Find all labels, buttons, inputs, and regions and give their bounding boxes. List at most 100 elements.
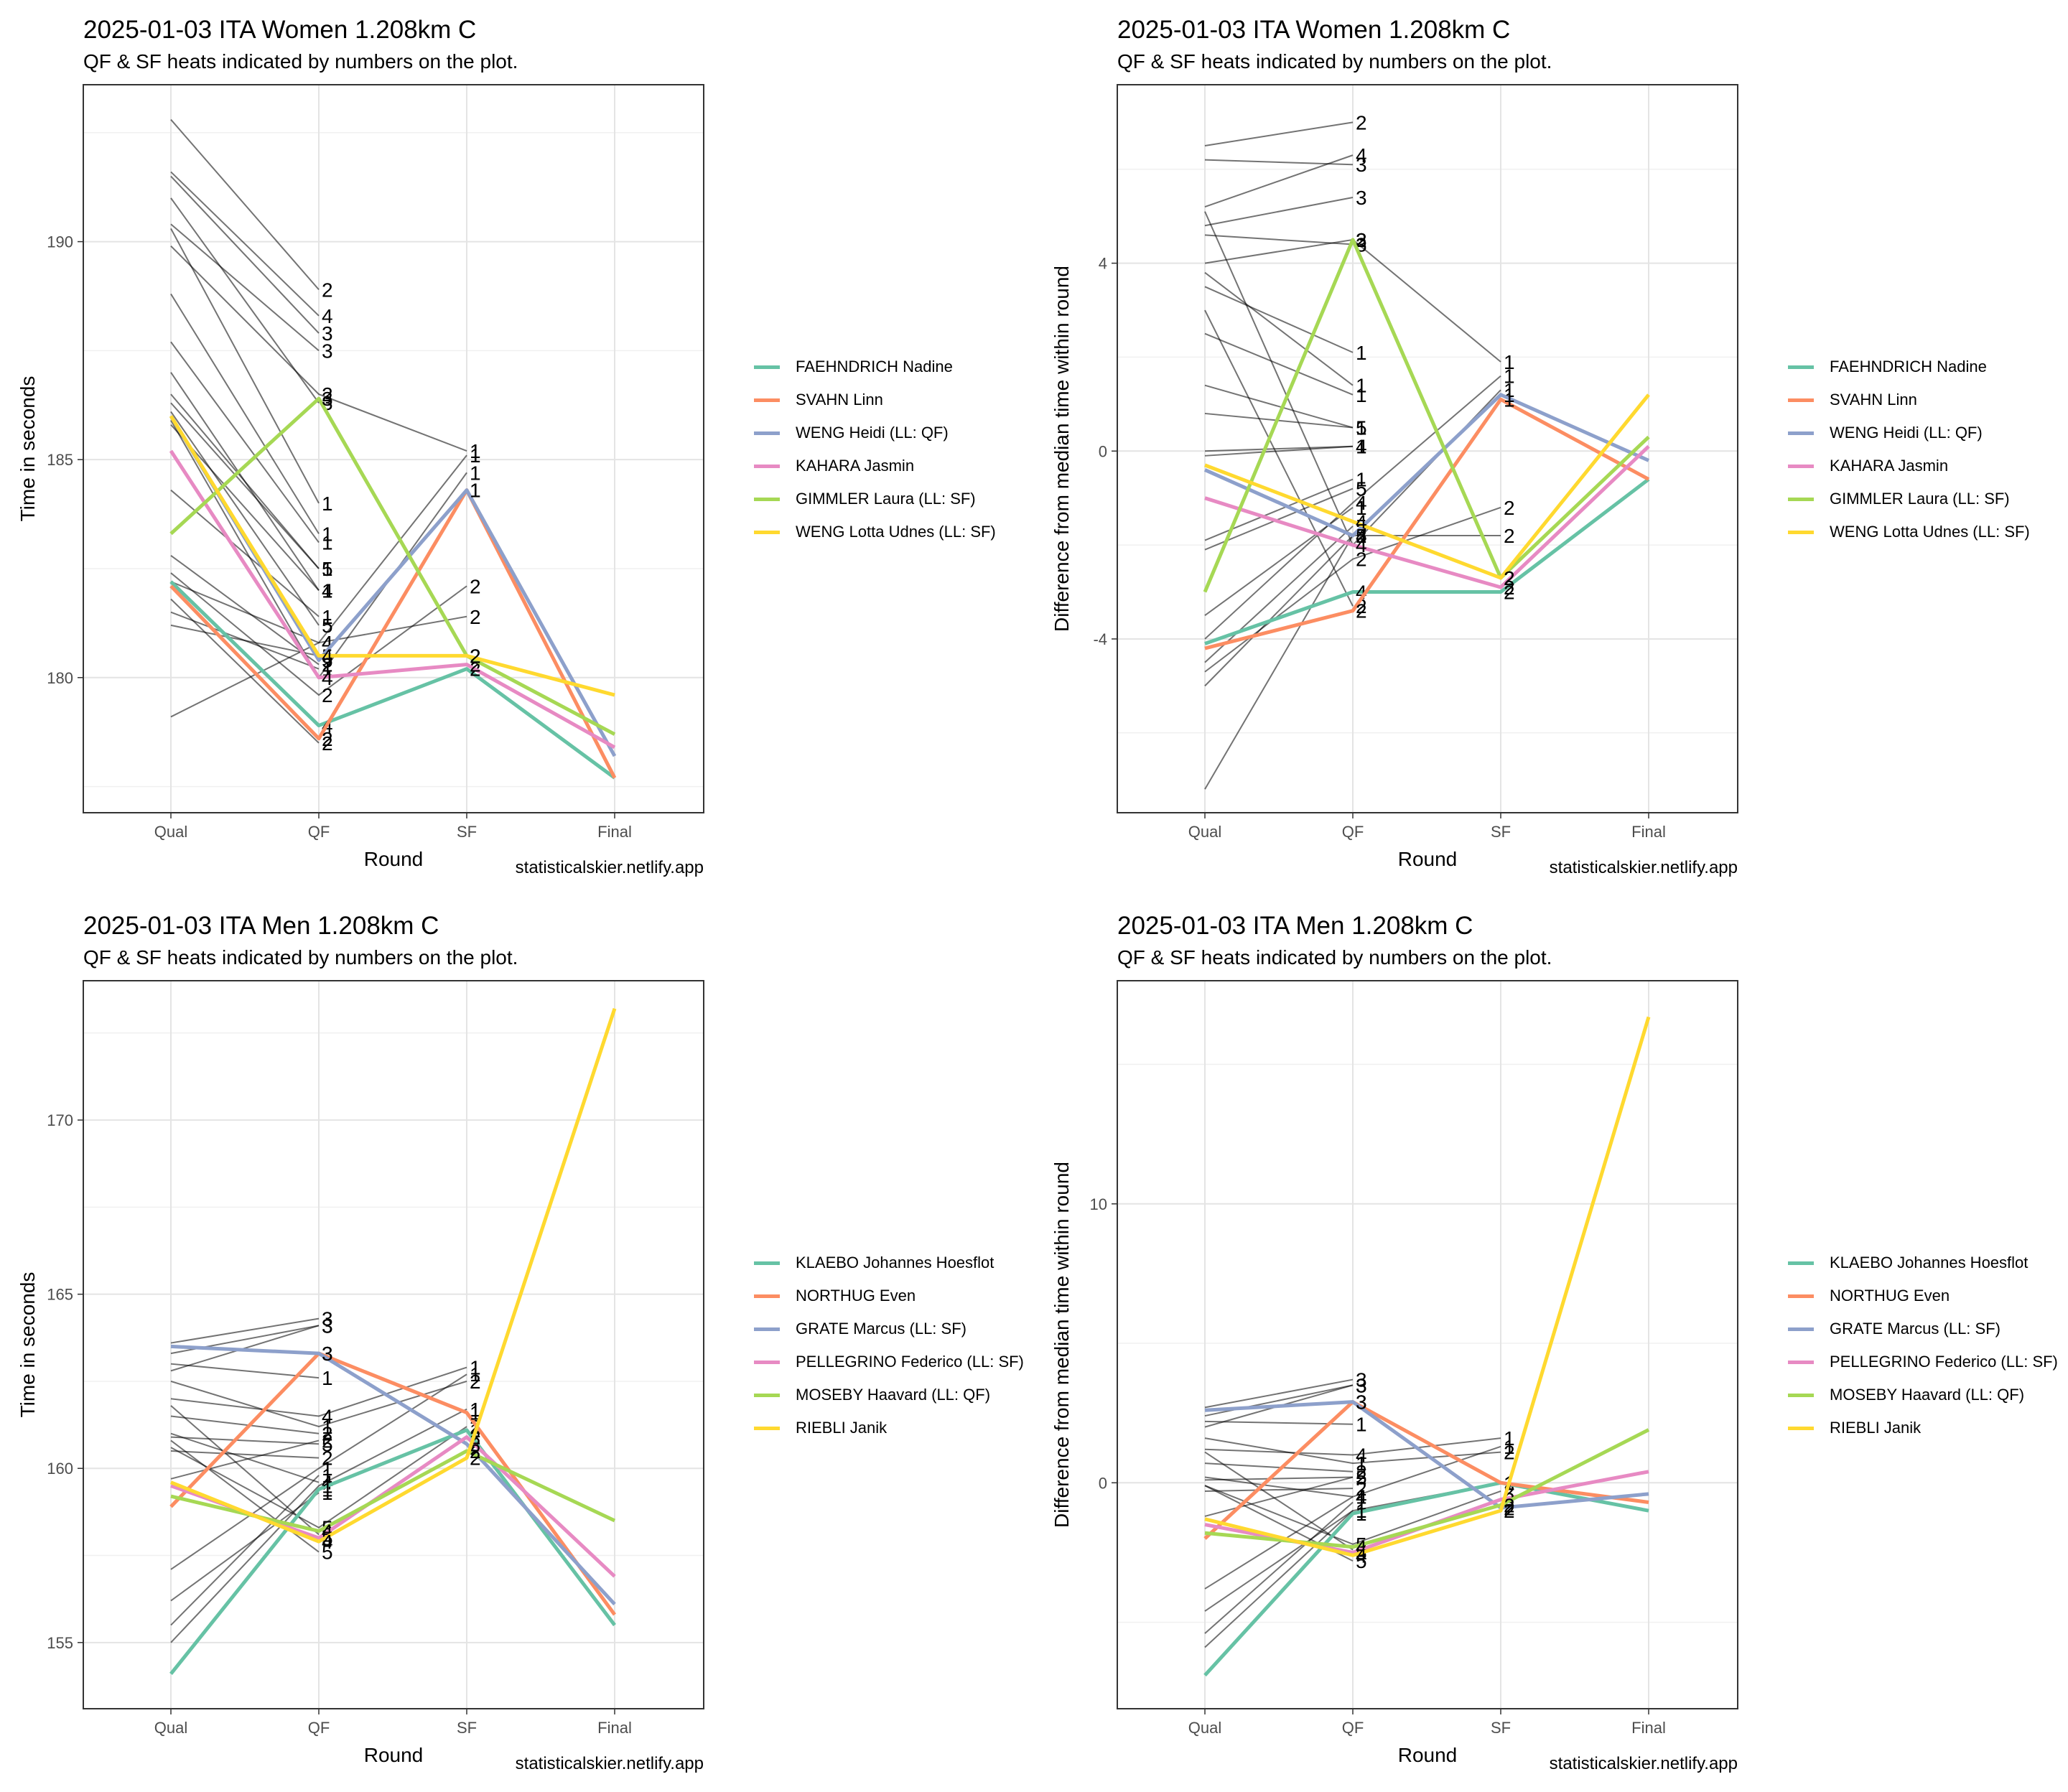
- heat-number-label: 1: [470, 462, 481, 484]
- plot-border: [83, 84, 704, 813]
- heat-number-label: 3: [322, 1315, 333, 1337]
- heat-number-label: 1: [322, 493, 333, 515]
- heat-number-label: 5: [1356, 1550, 1367, 1572]
- series-line: [170, 1344, 616, 1606]
- other-athlete-line: [1204, 412, 1354, 429]
- legend-key: [1788, 1360, 1814, 1364]
- heat-number-label: 3: [322, 322, 333, 345]
- heat-number-label: 4: [322, 667, 333, 689]
- heat-number-label: 1: [322, 1416, 333, 1438]
- plot-border: [1117, 980, 1738, 1709]
- other-athlete-line: [170, 598, 320, 744]
- other-athlete-line: [170, 1492, 320, 1602]
- heat-number-label: 5: [322, 1433, 333, 1455]
- heat-number-label: 3: [322, 1315, 333, 1337]
- heat-number-label: 2: [1504, 577, 1515, 599]
- x-tick-label: Final: [597, 823, 632, 841]
- y-tick-label: 10: [1090, 1195, 1107, 1213]
- legend-label: NORTHUG Even: [796, 1287, 916, 1305]
- other-athlete-line: [170, 624, 320, 657]
- other-athlete-line: [170, 245, 467, 452]
- chart-title: 2025-01-03 ITA Women 1.208km C: [83, 16, 477, 44]
- legend-item: GIMMLER Laura (LL: SF): [754, 482, 996, 515]
- heat-number-label: 1: [322, 606, 333, 628]
- other-athlete-line: [170, 1317, 320, 1344]
- heat-number-label: 4: [322, 1531, 333, 1553]
- series-line: [1204, 1428, 1650, 1549]
- legend-key: [754, 1426, 780, 1430]
- legend-label: RIEBLI Janik: [1830, 1419, 1922, 1437]
- other-athlete-line: [170, 1426, 467, 1529]
- legend-item: KLAEBO Johannes Hoesflot: [1788, 1246, 2058, 1279]
- legend-key: [1788, 365, 1814, 369]
- heat-number-label: 1: [1504, 351, 1515, 373]
- series-line: [1203, 393, 1650, 538]
- chart-title: 2025-01-03 ITA Men 1.208km C: [1117, 912, 1473, 940]
- chart-legend: KLAEBO Johannes Hoesflot NORTHUG Even GRAT…: [1788, 1246, 2058, 1445]
- heat-number-label: 2: [470, 1447, 481, 1470]
- legend-key: [754, 1393, 780, 1397]
- legend-item: FAEHNDRICH Nadine: [1788, 350, 2030, 383]
- x-tick-label: Qual: [154, 823, 187, 841]
- legend-key: [754, 1327, 780, 1331]
- other-athlete-line: [170, 402, 320, 569]
- legend-key: [754, 398, 780, 402]
- legend-key: [754, 530, 780, 534]
- heat-number-label: 3: [1356, 187, 1367, 209]
- heat-number-label: 1: [322, 1478, 333, 1501]
- heat-number-label: 1: [1356, 1452, 1367, 1475]
- series-line: [169, 396, 616, 736]
- x-tick-label: QF: [1342, 823, 1364, 841]
- other-athlete-line: [170, 1366, 467, 1417]
- heat-number-label: 5: [1356, 1467, 1367, 1489]
- other-athlete-line: [170, 411, 320, 626]
- chart-legend: FAEHNDRICH Nadine SVAHN Linn WENG Heidi (L…: [1788, 350, 2030, 549]
- legend-label: MOSEBY Haavard (LL: QF): [796, 1386, 991, 1404]
- heat-number-label: 1: [1356, 469, 1367, 491]
- y-tick-label: 170: [47, 1111, 73, 1129]
- series-line: [1204, 444, 1650, 589]
- heat-number-label: 1: [322, 1367, 333, 1389]
- legend-key: [1788, 1294, 1814, 1298]
- heat-number-label: 3: [1356, 1374, 1367, 1396]
- other-athlete-line: [1204, 154, 1354, 208]
- legend-label: KAHARA Jasmin: [796, 457, 915, 475]
- legend-label: NORTHUG Even: [1830, 1287, 1950, 1305]
- heat-number-label: 2: [1504, 1442, 1515, 1464]
- other-athlete-line: [1204, 1488, 1354, 1492]
- y-tick-label: -4: [1093, 630, 1107, 648]
- other-athlete-line: [1204, 384, 1354, 429]
- legend-key: [1788, 464, 1814, 468]
- other-athlete-line: [170, 341, 320, 543]
- heat-number-label: 2: [1504, 1494, 1515, 1516]
- legend-item: KAHARA Jasmin: [754, 449, 996, 482]
- other-athlete-line: [170, 1450, 320, 1459]
- heat-number-label: 4: [322, 1405, 333, 1427]
- y-tick-label: 0: [1099, 1474, 1107, 1492]
- legend-label: GRATE Marcus (LL: SF): [796, 1320, 967, 1338]
- other-athlete-line: [1204, 1384, 1354, 1417]
- heat-number-label: 5: [1356, 478, 1367, 500]
- heat-number-label: 2: [322, 732, 333, 755]
- legend-label: PELLEGRINO Federico (LL: SF): [796, 1353, 1024, 1371]
- other-athlete-line: [170, 424, 320, 592]
- heat-number-label: 2: [322, 1447, 333, 1470]
- heat-number-label: 2: [470, 606, 481, 628]
- heat-number-label: 1: [1356, 497, 1367, 519]
- legend-label: RIEBLI Janik: [796, 1419, 888, 1437]
- chart-title: 2025-01-03 ITA Women 1.208km C: [1117, 16, 1511, 44]
- other-athlete-line: [1204, 121, 1354, 147]
- other-athlete-line: [170, 372, 320, 591]
- chart-legend: FAEHNDRICH Nadine SVAHN Linn WENG Heidi (L…: [754, 350, 996, 549]
- heat-number-label: 4: [1356, 436, 1367, 458]
- legend-item: FAEHNDRICH Nadine: [754, 350, 996, 383]
- y-axis-title: Time in seconds: [17, 1272, 39, 1418]
- series-line: [169, 415, 615, 697]
- legend-label: WENG Heidi (LL: QF): [1830, 424, 1983, 442]
- heat-number-label: 5: [1356, 525, 1367, 547]
- heat-number-label: 1: [470, 444, 481, 467]
- chart-panel-women-diff: -4 0 4 Qual QF SF Final 2 3 4 3 2 1 3 1 1 1 1 5 1 4 1 5 4 1 1 5 2 2 2…: [1034, 0, 2068, 896]
- chart-panel-men-time: 155 160 165 170 Qual QF SF Final 3 3 3 1 4 1 1 2 2 5 2 2 1 1 1…: [0, 896, 1034, 1792]
- y-tick-label: 185: [47, 451, 73, 469]
